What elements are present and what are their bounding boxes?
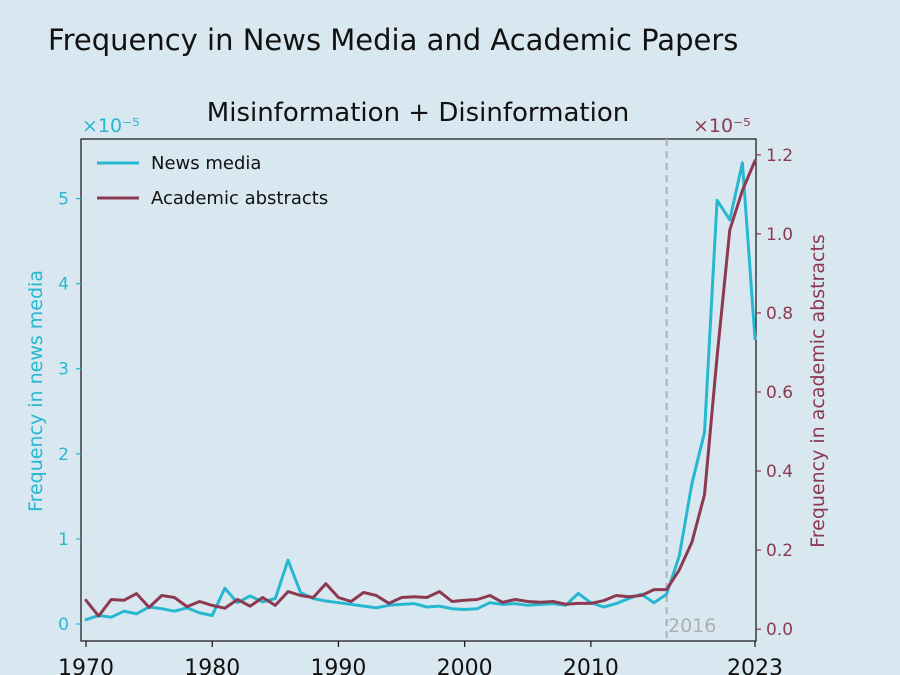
plot-area — [80, 138, 757, 642]
chart-title: Misinformation + Disinformation — [207, 98, 629, 128]
right-axis-ticks: 0.0 0.2 0.4 0.6 0.8 1.0 1.2 — [756, 146, 793, 640]
x-tick-label: 1970 — [58, 656, 114, 675]
left-tick-label: 3 — [58, 360, 69, 380]
right-tick-label: 0.0 — [766, 620, 793, 640]
right-tick-label: 1.0 — [766, 225, 793, 245]
vline-annotation-label: 2016 — [668, 615, 716, 637]
left-tick-label: 5 — [58, 190, 69, 210]
left-axis-ticks: 0 1 2 3 4 5 — [58, 190, 81, 635]
left-tick-label: 4 — [58, 275, 69, 295]
right-tick-label: 1.2 — [766, 146, 793, 166]
right-tick-label: 0.8 — [766, 304, 793, 324]
right-tick-label: 0.4 — [766, 462, 793, 482]
left-axis-label: Frequency in news media — [25, 270, 47, 512]
series-line-academic-abstracts — [84, 159, 757, 618]
plot-frame — [80, 138, 757, 642]
left-tick-label: 0 — [58, 615, 69, 635]
right-tick-label: 0.6 — [766, 383, 793, 403]
legend: News media Academic abstracts — [97, 153, 328, 209]
x-tick-label: 2000 — [437, 656, 493, 675]
x-tick-label: 1990 — [310, 656, 366, 675]
legend-label-academic-abstracts: Academic abstracts — [151, 188, 328, 209]
left-tick-label: 2 — [58, 445, 69, 465]
left-axis-exponent: ×10⁻⁵ — [82, 115, 140, 137]
x-tick-label: 2023 — [727, 656, 783, 675]
x-tick-label: 1980 — [184, 656, 240, 675]
right-axis-exponent: ×10⁻⁵ — [693, 115, 751, 137]
legend-label-news-media: News media — [151, 153, 261, 174]
left-tick-label: 1 — [58, 530, 69, 550]
right-axis-label: Frequency in academic abstracts — [807, 234, 829, 548]
right-tick-label: 0.2 — [766, 541, 793, 561]
series-line-news-media — [84, 161, 757, 622]
chart-suptitle: Frequency in News Media and Academic Pap… — [48, 23, 738, 57]
x-tick-label: 2010 — [563, 656, 619, 675]
x-axis-ticks: 1970 1980 1990 2000 2010 2023 — [58, 641, 783, 675]
series-layer — [84, 159, 757, 622]
